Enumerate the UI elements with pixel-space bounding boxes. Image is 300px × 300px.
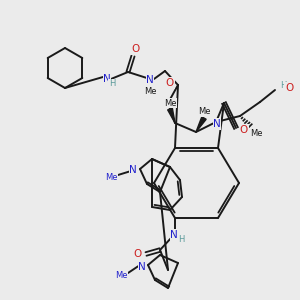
Text: N: N [129, 165, 137, 175]
Polygon shape [196, 117, 206, 132]
Text: Me: Me [250, 128, 262, 137]
Text: H: H [109, 80, 115, 88]
Text: N: N [146, 75, 154, 85]
Text: O: O [131, 44, 139, 54]
Text: N: N [213, 119, 221, 129]
Text: Me: Me [115, 271, 127, 280]
Text: Me: Me [198, 107, 210, 116]
Text: O: O [166, 78, 174, 88]
Text: O: O [285, 83, 293, 93]
Text: H: H [280, 82, 286, 91]
Text: N: N [103, 74, 111, 84]
Text: Me: Me [105, 172, 117, 182]
Text: H: H [178, 236, 184, 244]
Polygon shape [168, 108, 175, 123]
Text: O: O [240, 125, 248, 135]
Text: Me: Me [144, 86, 156, 95]
Text: N: N [170, 230, 178, 240]
Text: N: N [138, 262, 146, 272]
Text: Me: Me [164, 98, 176, 107]
Text: O: O [134, 249, 142, 259]
